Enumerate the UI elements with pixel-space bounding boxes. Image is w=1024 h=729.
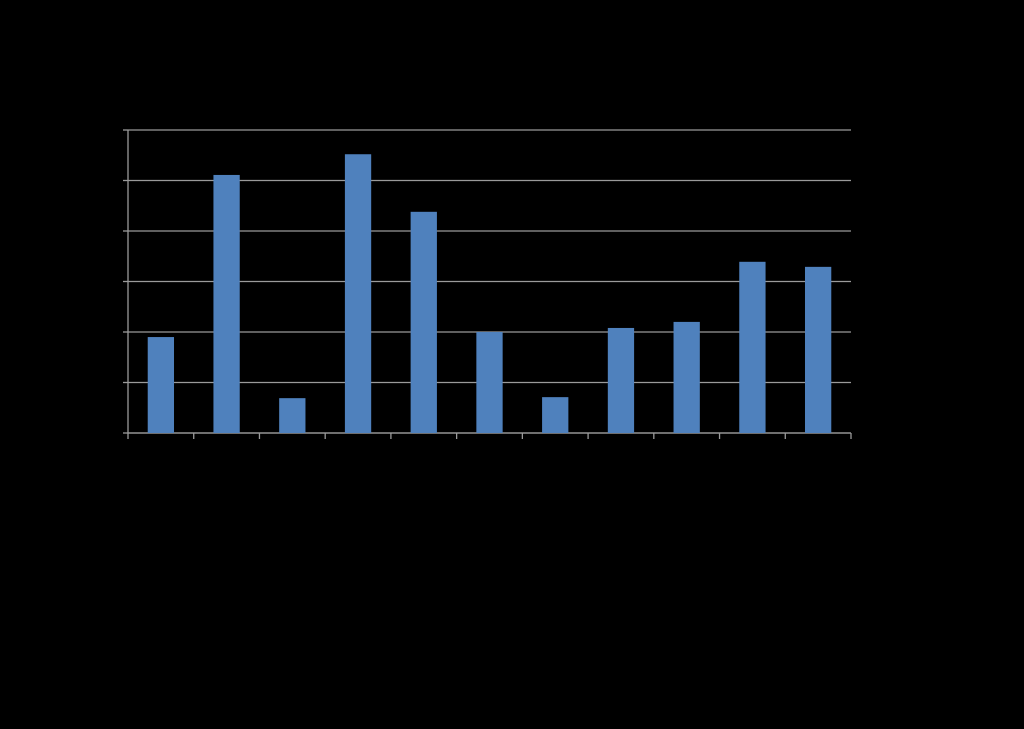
y-tick-label: 6 xyxy=(109,122,116,136)
bar xyxy=(804,266,832,433)
bar xyxy=(279,398,306,433)
bar xyxy=(213,174,240,433)
y-tick-label: 5 xyxy=(109,173,116,187)
bar xyxy=(410,211,437,433)
bar xyxy=(542,397,569,433)
bar xyxy=(147,337,175,433)
y-tick-label: 1 xyxy=(109,375,116,389)
bar xyxy=(673,321,700,433)
bar xyxy=(607,327,635,433)
y-tick-label: 0 xyxy=(109,425,116,439)
bar xyxy=(344,154,372,434)
y-tick-label: 4 xyxy=(109,223,116,237)
bar xyxy=(476,332,503,433)
bar xyxy=(739,261,766,433)
y-tick-label: 3 xyxy=(109,274,116,288)
y-tick-label: 2 xyxy=(109,324,116,338)
